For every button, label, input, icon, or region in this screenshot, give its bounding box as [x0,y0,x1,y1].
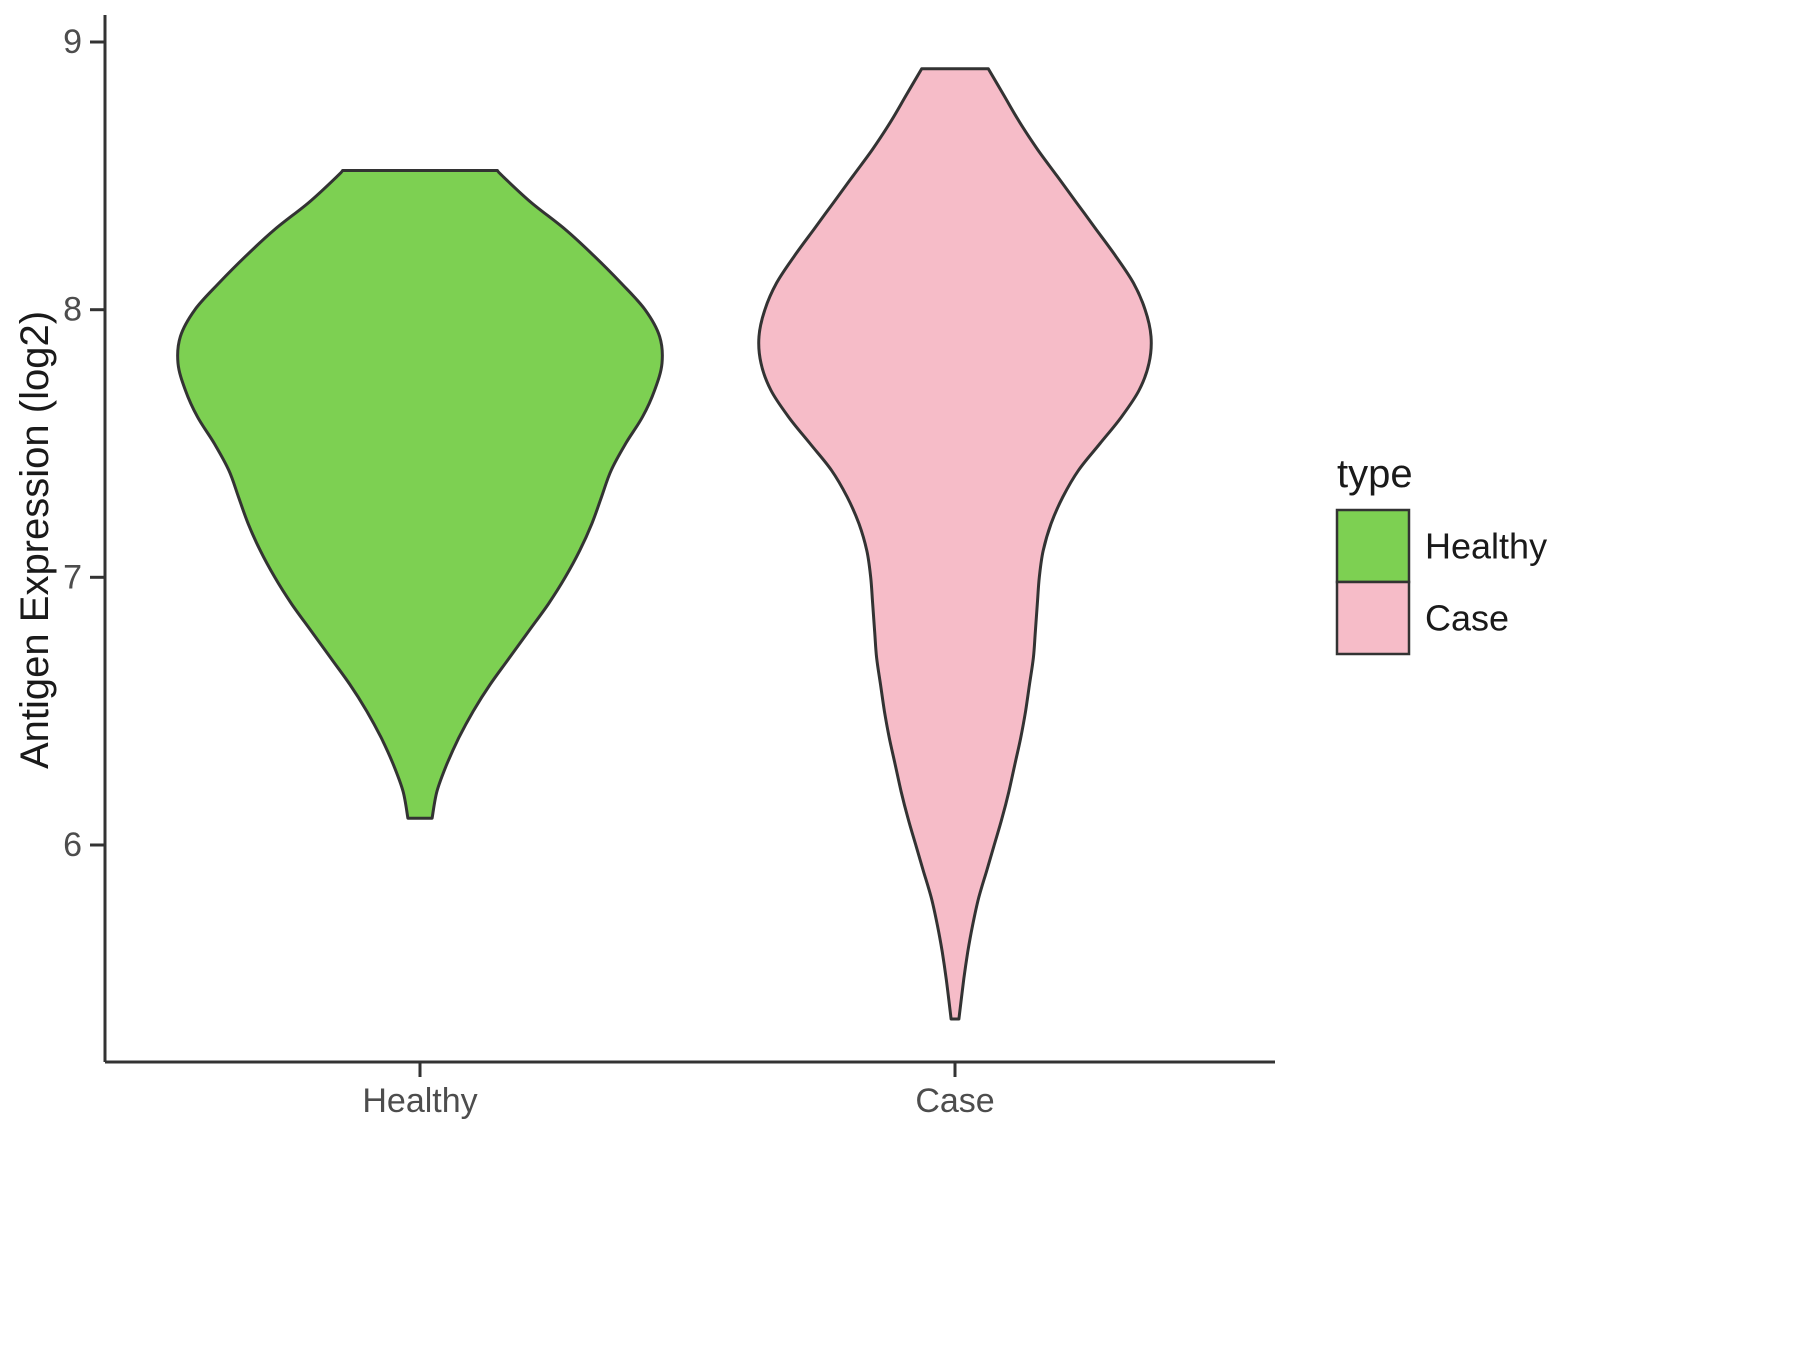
axes-layer [103,15,1275,1064]
legend-swatch-healthy [1335,508,1411,584]
ticks-layer: 6 7 8 9 Healthy Case [63,23,995,1120]
x-tick-label-case: Case [915,1082,994,1120]
y-tick-label: 8 [63,291,82,329]
y-tick-label: 7 [63,558,82,596]
y-axis-title: Antigen Expression (log2) [13,311,57,769]
y-tick-label: 9 [63,23,82,61]
violin-case [757,67,1153,1021]
legend-label-healthy: Healthy [1425,526,1547,567]
x-tick-label-healthy: Healthy [362,1082,477,1120]
legend-label-case: Case [1425,598,1509,639]
legend-title: type [1337,452,1413,496]
legend-swatch-case [1335,580,1411,656]
violin-healthy [176,169,664,820]
violins-layer [176,67,1153,1021]
legend: type Healthy Case [1335,452,1547,656]
y-tick-label: 6 [63,826,82,864]
